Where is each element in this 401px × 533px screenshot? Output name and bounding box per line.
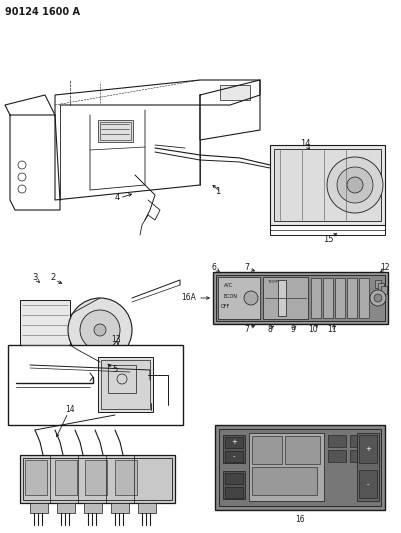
Text: 9: 9 <box>291 326 296 335</box>
Bar <box>278 280 286 316</box>
Bar <box>225 437 243 448</box>
Bar <box>220 85 250 100</box>
Text: 6: 6 <box>212 262 217 271</box>
Text: 90124 1600 A: 90124 1600 A <box>5 7 80 17</box>
Circle shape <box>80 310 120 350</box>
Text: ECON: ECON <box>224 294 238 298</box>
Text: 3: 3 <box>32 273 38 282</box>
Bar <box>20 300 70 360</box>
Bar <box>249 433 324 501</box>
Bar <box>115 460 137 495</box>
Bar <box>55 460 77 495</box>
Bar <box>225 451 243 462</box>
Bar <box>111 355 125 373</box>
Text: 5: 5 <box>112 366 117 375</box>
Bar <box>101 360 150 409</box>
Text: 7: 7 <box>245 262 249 271</box>
Text: -: - <box>233 453 235 459</box>
Bar <box>57 503 75 513</box>
Circle shape <box>68 298 132 362</box>
Text: OFF: OFF <box>221 303 230 309</box>
Circle shape <box>374 294 382 302</box>
Bar <box>85 460 107 495</box>
Bar <box>218 277 260 319</box>
Text: 15: 15 <box>323 236 333 245</box>
Circle shape <box>244 291 258 305</box>
Text: 13: 13 <box>111 335 121 343</box>
Bar <box>84 503 102 513</box>
Text: 8: 8 <box>267 326 272 335</box>
Bar <box>8 345 183 425</box>
Text: 2: 2 <box>51 273 56 282</box>
Bar <box>215 425 385 510</box>
Bar <box>328 435 346 447</box>
Bar <box>335 278 345 318</box>
Bar <box>359 278 369 318</box>
Text: 1: 1 <box>215 188 221 197</box>
Bar <box>23 458 172 500</box>
Text: +: + <box>231 439 237 445</box>
Bar <box>225 487 243 498</box>
Text: -: - <box>367 481 369 487</box>
Bar <box>75 355 89 373</box>
Text: 7: 7 <box>245 326 249 335</box>
Bar <box>263 277 308 319</box>
Bar <box>223 435 245 463</box>
Circle shape <box>347 177 363 193</box>
Text: A/C: A/C <box>224 282 234 287</box>
Bar <box>219 429 381 506</box>
Text: 14: 14 <box>300 139 310 148</box>
Bar <box>216 275 385 321</box>
Text: 14: 14 <box>65 406 75 415</box>
Text: 4: 4 <box>114 193 119 203</box>
Bar <box>223 471 245 499</box>
Bar <box>285 436 320 464</box>
Bar <box>108 365 136 393</box>
Bar <box>111 503 129 513</box>
Bar <box>375 280 381 288</box>
Bar <box>98 120 133 142</box>
Bar <box>359 435 377 463</box>
Bar <box>381 286 387 294</box>
Text: 11: 11 <box>327 326 337 335</box>
Bar <box>270 145 385 225</box>
Bar <box>225 473 243 484</box>
Bar <box>323 278 333 318</box>
Bar <box>311 278 321 318</box>
Text: 16A: 16A <box>181 294 196 303</box>
Bar <box>25 460 47 495</box>
Bar <box>357 433 379 501</box>
Bar <box>274 149 381 221</box>
Bar <box>98 357 153 412</box>
Bar <box>138 503 156 513</box>
Bar <box>347 278 357 318</box>
Circle shape <box>370 290 386 306</box>
Bar <box>213 272 388 324</box>
Text: 10: 10 <box>308 326 318 335</box>
Circle shape <box>327 157 383 213</box>
Text: TEMP: TEMP <box>267 280 279 284</box>
Bar <box>20 455 175 503</box>
Bar <box>378 283 384 291</box>
Bar <box>93 355 107 373</box>
Bar <box>252 436 282 464</box>
Bar <box>359 470 377 498</box>
Circle shape <box>337 167 373 203</box>
Text: 12: 12 <box>380 262 390 271</box>
Bar <box>252 467 317 495</box>
Bar <box>328 450 346 462</box>
Bar <box>100 122 131 140</box>
Bar <box>30 503 48 513</box>
Text: 16: 16 <box>295 515 305 524</box>
Circle shape <box>94 324 106 336</box>
Bar <box>350 450 368 462</box>
Text: +: + <box>365 446 371 452</box>
Bar <box>350 435 368 447</box>
